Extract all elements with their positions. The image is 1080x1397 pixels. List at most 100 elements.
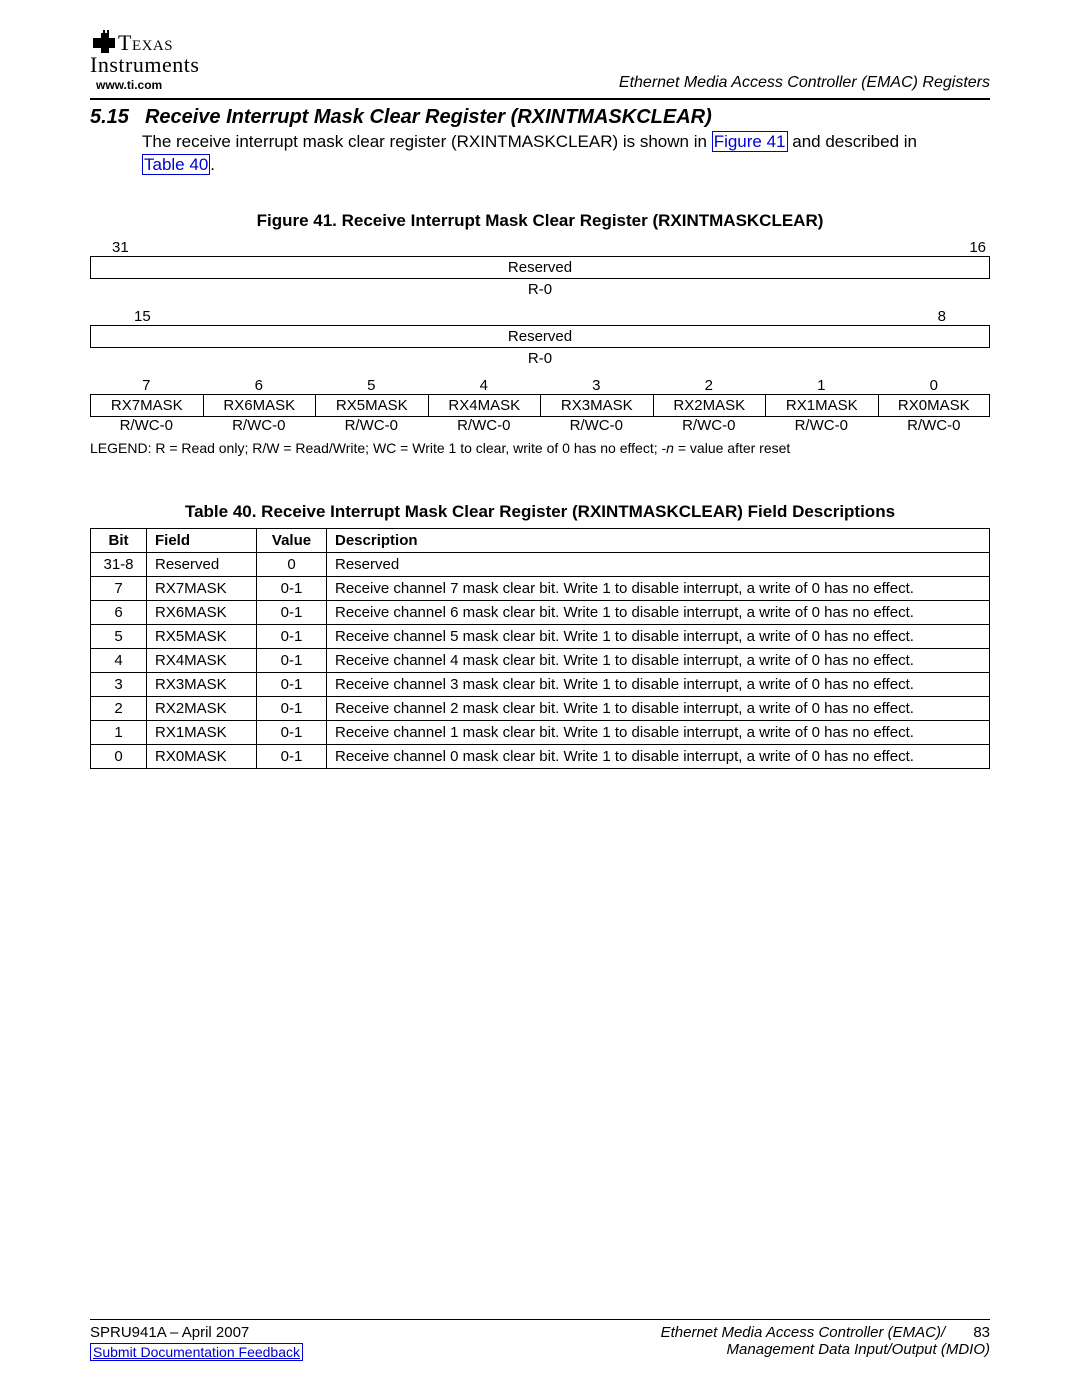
bit-num: 2 [653,377,766,394]
cell-desc: Receive channel 3 mask clear bit. Write … [327,672,990,696]
cell-value: 0 [257,552,327,576]
cell-bit: 1 [91,720,147,744]
reg-row-31-16: Reserved [90,256,990,279]
bit-range-31-16: 31 16 [90,239,990,256]
col-field: Field [147,528,257,552]
logo-block: Texas Instruments www.ti.com [90,30,199,92]
table-header-row: Bit Field Value Description [91,528,990,552]
reg-field: RX2MASK [653,394,766,417]
cell-desc: Receive channel 1 mask clear bit. Write … [327,720,990,744]
reg-field-reserved: Reserved [90,325,990,348]
bit-num: 1 [765,377,878,394]
header-right: Ethernet Media Access Controller (EMAC) … [619,74,990,92]
footer-title-2: Management Data Input/Output (MDIO) [727,1341,990,1358]
reg-access: R/WC-0 [203,417,316,434]
cell-field: RX4MASK [147,648,257,672]
reg-field: RX3MASK [540,394,653,417]
bit-num: 0 [878,377,991,394]
reg-access-15-8: R-0 [90,350,990,367]
reg-access: R/WC-0 [765,417,878,434]
reg-field: RX7MASK [90,394,203,417]
body-pre: The receive interrupt mask clear registe… [142,132,712,151]
cell-bit: 0 [91,744,147,768]
reg-access: R/WC-0 [315,417,428,434]
table-row: 31-8Reserved0Reserved [91,552,990,576]
cell-value: 0-1 [257,576,327,600]
reg-field: RX0MASK [878,394,991,417]
cell-field: RX2MASK [147,696,257,720]
section-title: Receive Interrupt Mask Clear Register (R… [145,106,712,129]
reg-field: RX1MASK [765,394,878,417]
reg-access: R/WC-0 [90,417,203,434]
footer: SPRU941A – April 2007 Submit Documentati… [90,1319,990,1361]
cell-value: 0-1 [257,624,327,648]
cell-desc: Reserved [327,552,990,576]
table-row: 7RX7MASK0-1Receive channel 7 mask clear … [91,576,990,600]
table-row: 2RX2MASK0-1Receive channel 2 mask clear … [91,696,990,720]
cell-value: 0-1 [257,696,327,720]
col-desc: Description [327,528,990,552]
table-body: 31-8Reserved0Reserved 7RX7MASK0-1Receive… [91,552,990,768]
bit-num: 5 [315,377,428,394]
body-post: . [210,155,215,174]
bit-num: 4 [428,377,541,394]
table-link[interactable]: Table 40 [142,154,210,175]
footer-left: SPRU941A – April 2007 Submit Documentati… [90,1324,303,1361]
footer-title-1: Ethernet Media Access Controller (EMAC)/ [661,1324,946,1341]
bit-lo: 8 [938,308,946,325]
cell-bit: 2 [91,696,147,720]
brand-t2: Instruments [90,52,199,78]
cell-desc: Receive channel 4 mask clear bit. Write … [327,648,990,672]
register-figure: 31 16 Reserved R-0 15 8 Reserved R-0 7 6… [90,239,990,456]
cell-bit: 31-8 [91,552,147,576]
footer-right: Ethernet Media Access Controller (EMAC)/… [661,1324,990,1358]
bit-hi: 31 [112,239,129,256]
reg-row-7-0: RX7MASK RX6MASK RX5MASK RX4MASK RX3MASK … [90,394,990,417]
cell-value: 0-1 [257,648,327,672]
table-row: 5RX5MASK0-1Receive channel 5 mask clear … [91,624,990,648]
bit-numbers-7-0: 7 6 5 4 3 2 1 0 [90,377,990,394]
reg-field: RX6MASK [203,394,316,417]
cell-value: 0-1 [257,720,327,744]
section-number: 5.15 [90,106,129,129]
figure-link[interactable]: Figure 41 [712,131,788,152]
reg-field: RX5MASK [315,394,428,417]
bit-num: 7 [90,377,203,394]
brand-url: www.ti.com [96,78,162,92]
cell-field: RX6MASK [147,600,257,624]
cell-bit: 7 [91,576,147,600]
cell-desc: Receive channel 0 mask clear bit. Write … [327,744,990,768]
table-row: 6RX6MASK0-1Receive channel 6 mask clear … [91,600,990,624]
table-caption: Table 40. Receive Interrupt Mask Clear R… [90,502,990,522]
cell-field: Reserved [147,552,257,576]
cell-field: RX0MASK [147,744,257,768]
cell-bit: 6 [91,600,147,624]
cell-desc: Receive channel 6 mask clear bit. Write … [327,600,990,624]
reg-access: R/WC-0 [428,417,541,434]
legend-text: LEGEND: R = Read only; R/W = Read/Write;… [90,440,790,456]
doc-number: SPRU941A – April 2007 [90,1324,303,1341]
cell-value: 0-1 [257,744,327,768]
cell-desc: Receive channel 2 mask clear bit. Write … [327,696,990,720]
reg-access: R/WC-0 [653,417,766,434]
body-mid: and described in [788,132,917,151]
cell-value: 0-1 [257,672,327,696]
cell-value: 0-1 [257,600,327,624]
cell-bit: 4 [91,648,147,672]
footer-rule [90,1319,990,1320]
bit-num: 6 [203,377,316,394]
col-bit: Bit [91,528,147,552]
cell-field: RX7MASK [147,576,257,600]
cell-field: RX1MASK [147,720,257,744]
figure-legend: LEGEND: R = Read only; R/W = Read/Write;… [90,440,990,456]
reg-access: R/WC-0 [540,417,653,434]
reg-access-7-0: R/WC-0 R/WC-0 R/WC-0 R/WC-0 R/WC-0 R/WC-… [90,417,990,434]
table-row: 1RX1MASK0-1Receive channel 1 mask clear … [91,720,990,744]
cell-bit: 3 [91,672,147,696]
header: Texas Instruments www.ti.com Ethernet Me… [90,30,990,96]
page: Texas Instruments www.ti.com Ethernet Me… [0,0,1080,1397]
feedback-link[interactable]: Submit Documentation Feedback [90,1343,303,1361]
header-rule [90,98,990,100]
cell-field: RX3MASK [147,672,257,696]
section-body: The receive interrupt mask clear registe… [142,131,990,177]
